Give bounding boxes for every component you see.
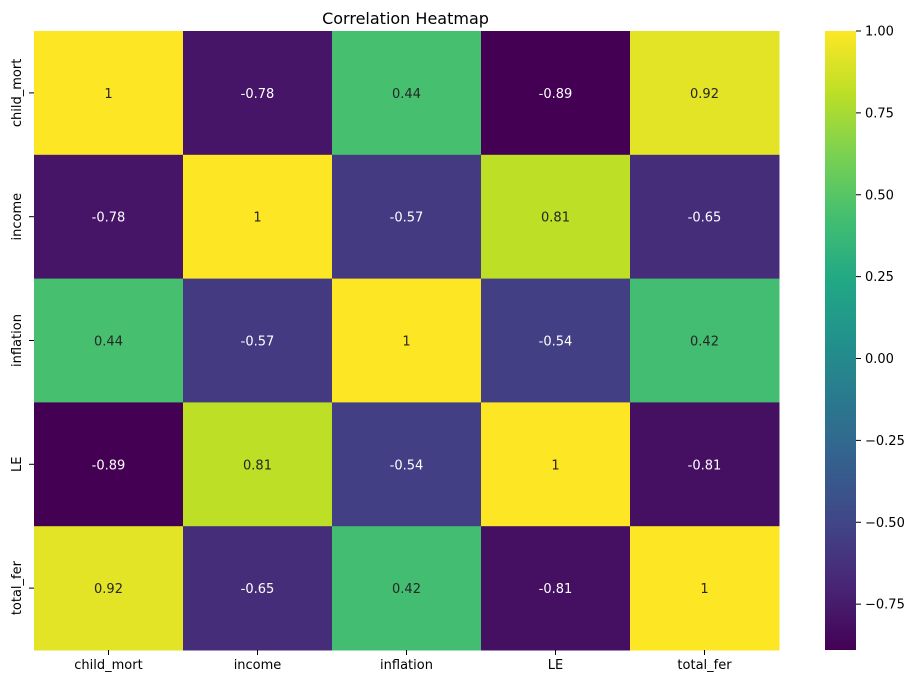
y-tick-label: LE [10, 457, 25, 472]
colorbar-tick-label: −0.50 [865, 516, 905, 531]
heatmap-cell [630, 402, 780, 527]
cell-annotation: -0.81 [539, 582, 573, 597]
heatmap-cell [183, 278, 333, 403]
colorbar-tick-label: 0.75 [865, 106, 894, 121]
y-tick-label: total_fer [10, 560, 25, 615]
x-tick-label: inflation [380, 658, 433, 673]
heatmap-cell [183, 526, 333, 651]
heatmap-cell [332, 31, 482, 156]
heatmap-cell [34, 278, 184, 403]
chart-title: Correlation Heatmap [322, 9, 489, 28]
heatmap-cell [630, 154, 780, 280]
cell-annotation: 0.44 [94, 335, 123, 350]
heatmap-cell [630, 526, 780, 651]
x-tick-label: income [234, 658, 282, 673]
heatmap-cell [34, 31, 184, 156]
cell-annotation: 0.92 [94, 582, 123, 597]
x-axis: child_mort income inflation LE total_fer [74, 650, 732, 673]
cell-annotation: 0.42 [392, 582, 421, 597]
y-tick-label: inflation [10, 314, 25, 367]
heatmap-cell [481, 278, 631, 403]
heatmap-cells: 1 -0.78 0.44 -0.89 0.92 -0.78 1 -0.57 0.81 -0.65 0… [34, 31, 780, 651]
colorbar: 1.00 0.75 0.50 0.25 0.00 −0.25 −0.50 −0.75 [825, 25, 905, 650]
heatmap-cell [481, 154, 631, 280]
heatmap-cell [34, 526, 184, 651]
cell-annotation: -0.65 [688, 211, 722, 226]
x-tick-label: child_mort [74, 658, 142, 673]
colorbar-tick-label: 0.25 [865, 270, 894, 285]
colorbar-tick-label: 0.50 [865, 188, 894, 203]
heatmap-cell [183, 31, 333, 156]
cell-annotation: 1 [402, 335, 410, 350]
cell-annotation: 1 [551, 458, 559, 473]
x-tick-label: total_fer [677, 658, 732, 673]
cell-annotation: 1 [104, 87, 112, 102]
heatmap-cell [332, 278, 482, 403]
heatmap-cell [183, 154, 333, 280]
cell-annotation: -0.57 [241, 335, 275, 350]
heatmap-cell [332, 526, 482, 651]
cell-annotation: 0.81 [243, 458, 272, 473]
y-tick-label: income [10, 193, 25, 241]
cell-annotation: -0.65 [241, 582, 275, 597]
heatmap-cell [481, 31, 631, 156]
colorbar-tick-label: −0.25 [865, 434, 905, 449]
cell-annotation: 0.92 [690, 87, 719, 102]
colorbar-tick-label: −0.75 [865, 598, 905, 613]
x-tick-label: LE [548, 658, 563, 673]
cell-annotation: -0.81 [688, 458, 722, 473]
cell-annotation: 0.44 [392, 87, 421, 102]
heatmap-cell [332, 402, 482, 527]
cell-annotation: 0.81 [541, 211, 570, 226]
heatmap-cell [183, 402, 333, 527]
colorbar-gradient [825, 31, 856, 650]
heatmap-cell [34, 154, 184, 280]
cell-annotation: -0.78 [241, 87, 275, 102]
cell-annotation: -0.89 [92, 458, 126, 473]
cell-annotation: -0.54 [390, 458, 424, 473]
cell-annotation: 0.42 [690, 335, 719, 350]
heatmap-cell [630, 278, 780, 403]
cell-annotation: -0.78 [92, 211, 126, 226]
cell-annotation: -0.89 [539, 87, 573, 102]
y-tick-label: child_mort [10, 59, 25, 127]
cell-annotation: -0.57 [390, 211, 424, 226]
cell-annotation: 1 [700, 582, 708, 597]
heatmap-cell [332, 154, 482, 280]
heatmap-cell [34, 402, 184, 527]
cell-annotation: 1 [253, 211, 261, 226]
colorbar-tick-label: 0.00 [865, 352, 894, 367]
heatmap-cell [630, 31, 780, 156]
heatmap-cell [481, 526, 631, 651]
colorbar-tick-label: 1.00 [865, 25, 894, 40]
heatmap-cell [481, 402, 631, 527]
cell-annotation: -0.54 [539, 335, 573, 350]
